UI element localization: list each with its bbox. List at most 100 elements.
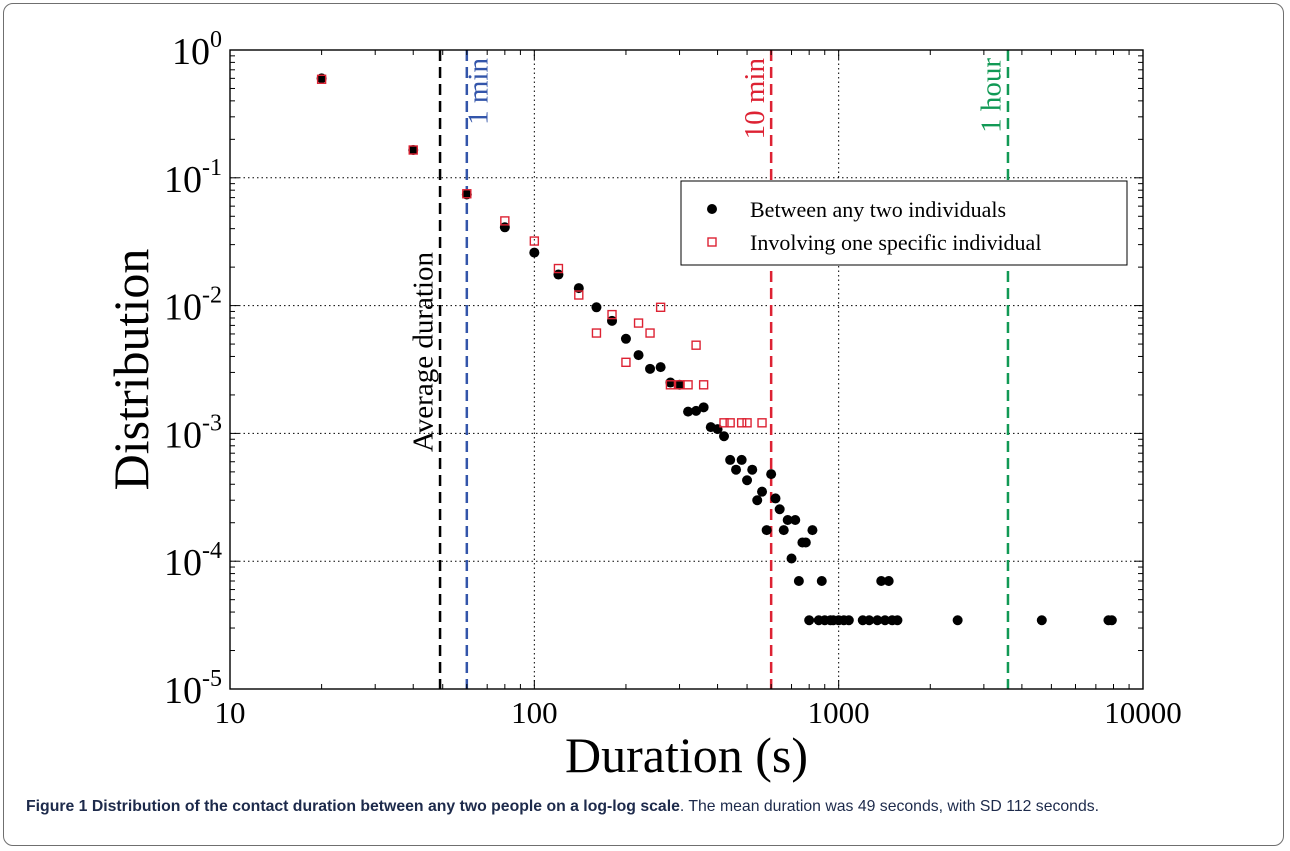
data-point [952,615,963,626]
data-point [804,615,815,626]
data-point [621,357,631,368]
data-point [607,309,617,320]
data-point [683,406,694,417]
x-axis-label: Duration (s) [565,727,808,783]
figure-caption: Figure 1 Distribution of the contact dur… [26,796,1266,818]
data-point [655,302,666,312]
data-point [591,328,602,338]
reference-line-label: 1 hour [976,58,1008,133]
data-point [698,380,709,390]
y-tick-label: 10-2 [164,283,222,329]
data-point [725,454,736,465]
y-tick-label: 10-4 [164,538,222,584]
data-point [665,380,676,390]
legend-marker [707,237,717,247]
y-tick-label: 10-1 [164,155,222,201]
data-series [316,73,1117,626]
x-tick-label: 1000 [808,695,870,730]
data-point [757,486,768,497]
data-point [591,302,602,313]
axes: 10 100 1000 10000 100 10-1 10-2 10-3 10-4 10-5 Dur… [103,27,1182,783]
grid [230,50,1143,689]
y-tick-label: 10-3 [164,410,222,456]
data-point [645,328,655,338]
data-point [408,145,419,156]
data-point [766,469,777,480]
data-point [553,263,564,274]
reference-line-label: 1 min [462,58,494,125]
caption-lead: Figure 1 Distribution of the contact dur… [26,798,680,815]
series-one-specific [316,74,767,428]
data-point [774,504,785,515]
data-point [736,454,747,465]
data-point [529,236,540,246]
data-point [529,247,540,258]
y-axis-label: Distribution [103,249,159,491]
data-point [892,615,903,626]
series-between-any-two [316,73,1117,626]
y-tick-label: 10-5 [164,666,222,712]
data-point [408,145,418,155]
plot-frame [229,49,1144,690]
data-point [719,418,729,428]
reference-line-label: Average duration [408,252,440,452]
data-point [761,525,772,536]
data-point [645,363,656,374]
y-tick-label: 100 [172,27,222,73]
data-point [736,418,747,428]
data-point [757,418,767,428]
data-point [719,431,730,442]
data-point [793,575,804,586]
data-point [747,464,758,475]
data-point [620,333,631,344]
data-point [786,553,797,564]
data-point [816,575,827,586]
data-point [742,418,752,428]
x-tick-label: 10 [215,695,246,730]
data-point [807,525,818,536]
data-point [698,402,709,413]
data-point [683,380,693,390]
data-point [500,216,510,226]
data-point [574,290,584,300]
data-point [461,189,472,200]
caption-text: . The mean duration was 49 seconds, with… [679,798,1100,815]
data-point [691,405,702,416]
legend-box [680,180,1128,266]
reference-line-label: 10 min [739,58,771,140]
data-point [790,515,801,526]
data-point [770,493,781,504]
data-point [633,318,644,328]
data-point [316,74,327,84]
data-point [782,515,793,526]
legend-label: Involving one specific individual [750,230,1041,255]
data-point [883,575,894,586]
data-point [665,377,676,388]
data-point [674,379,685,390]
legend-marker [707,204,717,214]
data-point [778,525,789,536]
data-point [655,362,666,373]
data-point [880,615,891,626]
data-point [864,615,875,626]
data-point [691,340,701,350]
data-point [462,189,472,199]
data-point [800,537,811,548]
data-point [1106,615,1117,626]
legend: Between any two individuals Involving one… [680,180,1128,266]
figure-frame [3,3,1284,846]
data-point [742,475,753,486]
data-point [752,495,763,506]
data-point [633,350,644,361]
data-point [876,575,887,586]
x-tick-label: 10000 [1104,695,1182,730]
data-point [872,615,883,626]
x-tick-label: 100 [511,695,558,730]
data-point [731,464,742,475]
data-point [1036,615,1047,626]
reference-lines: Average duration 1 min 10 min 1 hour [408,50,1010,689]
data-point [725,418,735,428]
legend-label: Between any two individuals [750,197,1006,222]
data-point [843,615,854,626]
